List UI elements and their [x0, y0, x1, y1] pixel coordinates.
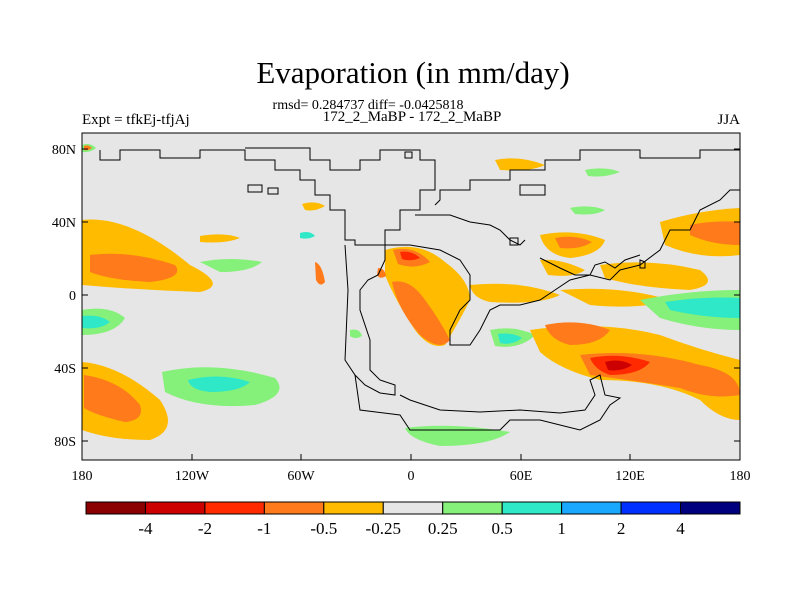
x-tick-label: 120W	[175, 469, 210, 484]
y-tick-labels: 80N 40N 0 40S 80S	[52, 143, 76, 450]
map-title: Evaporation (in mm/day)	[256, 55, 569, 90]
anomaly-region	[200, 259, 262, 272]
anomaly-region	[495, 158, 545, 171]
stats-label: rmsd= 0.284737 diff= -0.0425818	[273, 98, 464, 113]
colorbar-swatch	[561, 501, 622, 515]
y-tick-label: 0	[69, 289, 76, 304]
anomaly-region	[585, 168, 620, 177]
colorbar-label: -0.5	[310, 519, 337, 538]
colorbar-label: -2	[198, 519, 212, 538]
anomaly-region	[315, 262, 325, 285]
anomaly-region	[385, 246, 470, 346]
anomaly-region	[605, 360, 632, 371]
coastline-island	[404, 151, 413, 159]
coastline-antarctica	[354, 374, 622, 431]
colorbar-label: 2	[617, 519, 626, 538]
anomaly-region	[555, 236, 592, 249]
coastline-africa-eurasia	[385, 149, 740, 346]
plot-area: 180 120W 60W 0 60E 120E 180 80N 40N 0 40…	[52, 132, 751, 484]
colorbar-swatch	[263, 501, 325, 515]
colorbar-label: 0.5	[492, 519, 513, 538]
x-tick-label: 120E	[615, 469, 645, 484]
anomaly-contours	[82, 144, 740, 446]
anomaly-region	[545, 322, 610, 345]
anomaly-region	[400, 251, 420, 261]
y-tick-label: 40S	[54, 362, 76, 377]
colorbar-label: -0.25	[366, 519, 401, 538]
anomaly-region	[188, 376, 250, 392]
anomaly-region	[90, 253, 178, 282]
experiment-label: Expt = tfkEj-tfjAj	[82, 112, 190, 128]
coastline-north-america	[99, 147, 436, 246]
colorbar-swatch	[144, 501, 206, 515]
colorbar-label: -4	[138, 519, 153, 538]
season-label: JJA	[717, 112, 740, 128]
anomaly-region	[350, 329, 362, 338]
anomaly-region	[377, 268, 386, 278]
x-tick-label: 0	[408, 469, 415, 484]
x-tick-label: 60E	[510, 469, 533, 484]
anomaly-region	[690, 221, 740, 245]
coastline-island	[247, 184, 263, 193]
x-tick-label: 60W	[287, 469, 315, 484]
anomaly-region	[300, 232, 315, 239]
colorbar-swatch	[620, 501, 682, 515]
coastlines	[99, 147, 740, 431]
x-tick-labels: 180 120W 60W 0 60E 120E 180	[72, 469, 751, 484]
colorbar-swatch	[382, 501, 444, 515]
y-tick-label: 80N	[52, 143, 76, 158]
anomaly-region	[84, 375, 141, 422]
anomaly-region	[498, 333, 522, 344]
anomaly-region	[82, 315, 110, 329]
colorbar-label: 4	[676, 519, 685, 538]
coastline-south-asia	[539, 254, 641, 276]
colorbar-label: -1	[257, 519, 271, 538]
colorbar-swatch	[85, 501, 146, 515]
colorbar-label: 0.25	[428, 519, 458, 538]
coastline-island	[509, 237, 519, 246]
coastline-island	[639, 259, 646, 269]
colorbar-swatch	[204, 501, 265, 515]
x-tick-label: 180	[730, 469, 751, 484]
colorbar-swatch	[323, 501, 384, 515]
anomaly-region	[392, 281, 450, 345]
anomaly-region	[665, 297, 740, 318]
colorbar-swatch	[680, 501, 741, 515]
anomaly-region	[405, 425, 510, 446]
center-label: 172_2_MaBP - 172_2_MaBP	[323, 109, 502, 125]
coastline-south-america	[344, 244, 396, 396]
axis-ticks	[81, 148, 741, 460]
colorbar-swatch	[442, 501, 503, 515]
anomaly-region	[200, 234, 240, 243]
y-tick-label: 80S	[54, 435, 76, 450]
anomaly-region	[302, 202, 325, 211]
anomaly-region	[570, 206, 605, 215]
y-tick-label: 40N	[52, 216, 76, 231]
coastline-island	[519, 184, 546, 196]
coastline-island	[267, 187, 279, 195]
anomaly-region	[600, 262, 708, 290]
x-tick-label: 180	[72, 469, 93, 484]
colorbar-label: 1	[557, 519, 566, 538]
colorbar: -4 -2 -1 -0.5 -0.25 0.25 0.5 1 2 4	[85, 501, 741, 538]
anomaly-region	[470, 283, 560, 303]
colorbar-swatch	[501, 501, 563, 515]
